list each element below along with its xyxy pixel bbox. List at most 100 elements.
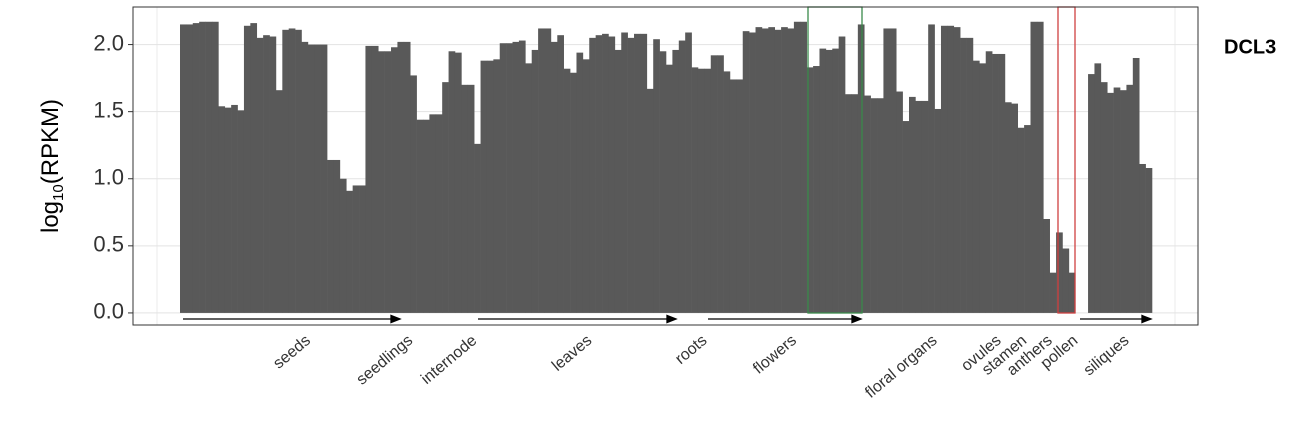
bar (877, 98, 884, 313)
bar (333, 159, 341, 313)
bar (614, 49, 622, 313)
bar (659, 51, 667, 313)
bar (813, 66, 820, 313)
bar (454, 52, 462, 313)
bar (320, 44, 328, 313)
x-tick-label: seeds (270, 332, 314, 372)
bar (429, 114, 437, 313)
x-tick-label: flowers (750, 332, 800, 378)
bar (544, 28, 552, 313)
bar (582, 59, 590, 313)
bar (781, 27, 788, 313)
bar (832, 48, 839, 313)
bar (442, 82, 449, 313)
bar (608, 36, 616, 313)
bar (685, 32, 692, 313)
bar (467, 84, 475, 313)
bar (883, 28, 891, 313)
bar (896, 91, 903, 313)
bar (250, 23, 258, 313)
bar (1068, 272, 1076, 313)
bar (1107, 92, 1114, 313)
bar (480, 60, 488, 313)
bar (857, 24, 865, 313)
bar (602, 33, 609, 313)
bar (397, 41, 405, 313)
bar (1062, 248, 1070, 313)
bar (979, 63, 987, 313)
bar (199, 21, 206, 313)
y-tick-label: 1.5 (93, 97, 124, 122)
bar (231, 104, 238, 313)
bar (557, 35, 564, 313)
bar (339, 178, 347, 313)
bar (563, 68, 571, 313)
bar (531, 49, 539, 313)
bar (435, 114, 443, 313)
bar (992, 53, 999, 313)
bar (697, 68, 705, 313)
bar (1030, 21, 1038, 313)
bar (704, 68, 712, 313)
y-tick-label: 0.0 (93, 299, 124, 324)
bar (269, 36, 277, 313)
bar (1088, 74, 1095, 313)
bar (998, 53, 1006, 313)
bar (237, 110, 245, 313)
arrow-head (1141, 314, 1153, 324)
bar (1132, 57, 1140, 313)
bar (774, 29, 782, 313)
bar (486, 60, 494, 313)
bar (359, 185, 366, 313)
bar (282, 29, 290, 313)
bar (1024, 125, 1031, 313)
bar (972, 60, 980, 313)
bar (295, 29, 302, 313)
bar (672, 49, 680, 313)
bar (1049, 272, 1057, 313)
arrow-head (390, 314, 402, 324)
bar (512, 41, 520, 313)
x-tick-label: seedlings (354, 332, 417, 388)
bar (1011, 103, 1019, 313)
bar (717, 55, 724, 313)
bar (263, 35, 270, 313)
bar (755, 27, 763, 313)
bar (909, 96, 916, 313)
bar (851, 94, 859, 313)
bar (186, 24, 194, 313)
bar (416, 119, 424, 313)
bar (966, 37, 974, 313)
bar (493, 59, 501, 313)
group-arrows (183, 314, 1153, 324)
bar (768, 27, 776, 313)
x-tick-label: internode (418, 332, 480, 388)
bar (666, 64, 673, 313)
bar (761, 28, 769, 313)
bar (627, 37, 635, 313)
bar (595, 35, 603, 313)
bar (218, 106, 226, 313)
bar (1139, 163, 1146, 313)
bar (806, 67, 814, 313)
x-tick-label: roots (672, 332, 710, 368)
bar (845, 94, 852, 313)
bar (928, 24, 935, 313)
bar (902, 121, 910, 313)
bar (499, 43, 507, 313)
chart-title: DCL3 (1224, 36, 1276, 58)
y-tick-label: 2.0 (93, 30, 124, 55)
bar (1056, 232, 1063, 313)
y-axis-label: log10(RPKM) (37, 99, 67, 233)
bar (243, 25, 251, 313)
bar (192, 23, 200, 313)
bar (1100, 82, 1108, 313)
bar (1036, 21, 1044, 313)
bars (180, 21, 1153, 313)
bar (550, 41, 558, 313)
bar (742, 31, 750, 313)
bar (346, 190, 353, 313)
bar (710, 55, 718, 313)
bar (506, 43, 513, 313)
x-tick-label: siliques (1081, 332, 1133, 379)
